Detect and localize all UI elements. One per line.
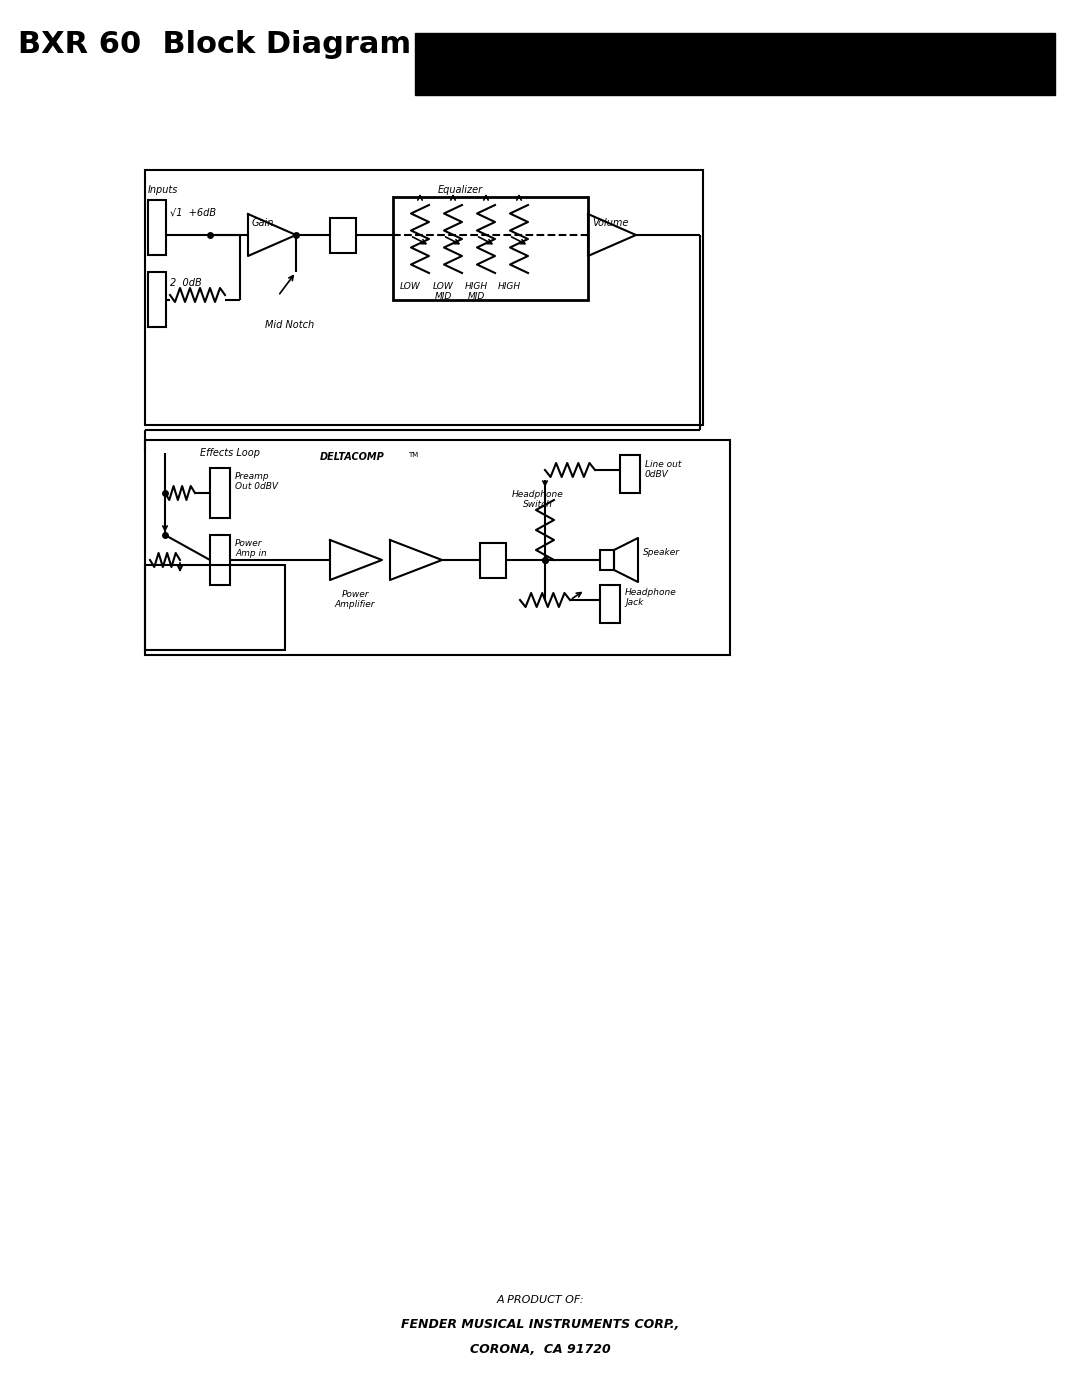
Bar [148, 272, 166, 327]
Text: FENDER MUSICAL INSTRUMENTS CORP.,: FENDER MUSICAL INSTRUMENTS CORP., [401, 1317, 679, 1331]
Bar [330, 218, 356, 253]
Bar [620, 455, 640, 493]
Text: Preamp
Out 0dBV: Preamp Out 0dBV [235, 472, 278, 492]
Text: Headphone
Switch: Headphone Switch [512, 490, 564, 510]
Text: A PRODUCT OF:: A PRODUCT OF: [496, 1295, 584, 1305]
Text: Power
Amplifier: Power Amplifier [335, 590, 375, 609]
Text: Power
Amp in: Power Amp in [235, 539, 267, 559]
Text: CORONA,  CA 91720: CORONA, CA 91720 [470, 1343, 610, 1356]
Text: Equalizer: Equalizer [437, 184, 483, 196]
Text: Volume: Volume [592, 218, 629, 228]
Bar [480, 543, 507, 578]
Text: LOW: LOW [433, 282, 454, 291]
Text: LOW: LOW [400, 282, 420, 291]
Text: Mid Notch: Mid Notch [265, 320, 314, 330]
Bar [393, 197, 588, 300]
Text: MID: MID [434, 292, 451, 300]
Text: Headphone
Jack: Headphone Jack [625, 588, 677, 608]
Bar [148, 200, 166, 256]
Text: Inputs: Inputs [148, 184, 178, 196]
Text: √1  +6dB: √1 +6dB [170, 207, 216, 217]
Text: 2  0dB: 2 0dB [170, 278, 202, 288]
Bar [210, 468, 230, 518]
Bar [145, 564, 285, 650]
Text: MID: MID [468, 292, 485, 300]
Text: BXR 60  Block Diagram: BXR 60 Block Diagram [18, 29, 411, 59]
Text: TM: TM [408, 453, 418, 458]
Text: DELTACOMP: DELTACOMP [320, 453, 384, 462]
Bar [145, 440, 730, 655]
Bar [600, 550, 615, 570]
Bar [415, 34, 1055, 95]
Bar [600, 585, 620, 623]
Text: Gain: Gain [252, 218, 274, 228]
Text: Effects Loop: Effects Loop [200, 448, 260, 458]
Bar [210, 535, 230, 585]
Text: HIGH: HIGH [498, 282, 521, 291]
Bar [145, 170, 703, 425]
Text: Line out
0dBV: Line out 0dBV [645, 460, 681, 479]
Text: HIGH: HIGH [464, 282, 487, 291]
Text: Speaker: Speaker [643, 548, 680, 557]
